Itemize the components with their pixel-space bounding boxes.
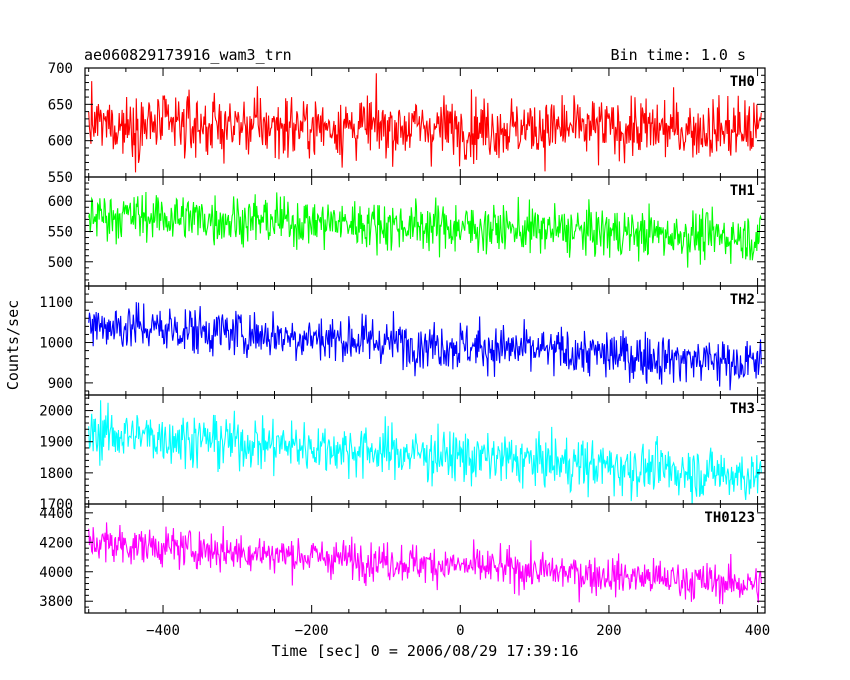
panel-th0123: 3800 4000 4200 4400 TH0123	[39, 503, 766, 614]
panel-label: TH3	[730, 401, 755, 417]
panel-th2: 900 1000 1100 TH2	[39, 285, 766, 396]
panel-th1: 500 550 600 TH1	[48, 176, 766, 287]
panel-label: TH0	[730, 74, 755, 90]
x-tick-label: 400	[745, 623, 770, 639]
panel-frame	[84, 503, 766, 614]
series-th3-line	[88, 400, 762, 504]
x-tick-label: 200	[596, 623, 621, 639]
y-tick-label: 500	[48, 255, 73, 271]
y-tick-label: 3800	[39, 594, 73, 610]
y-tick-label: 2000	[39, 404, 73, 420]
y-tick-label: 1100	[39, 295, 73, 311]
y-tick-label: 550	[48, 225, 73, 241]
panel-th3: 1700 1800 1900 2000 TH3	[39, 394, 766, 513]
y-tick-label: 700	[48, 61, 73, 77]
bin-time-label: Bin time: 1.0 s	[611, 46, 746, 64]
y-tick-label: 1900	[39, 435, 73, 451]
y-axis-label: Counts/sec	[4, 300, 22, 390]
y-tick-label: 4200	[39, 535, 73, 551]
y-tick-label: 4000	[39, 565, 73, 581]
x-axis-label: Time [sec] 0 = 2006/08/29 17:39:16	[271, 642, 578, 660]
y-tick-label: 550	[48, 170, 73, 186]
panel-label: TH0123	[704, 510, 755, 526]
panel-th0: 550 600 650 700 TH0	[48, 61, 766, 186]
y-tick-label: 900	[48, 376, 73, 392]
series-th0-line	[88, 73, 762, 173]
x-tick-label: 0	[456, 623, 464, 639]
series-th0123-line	[88, 522, 762, 605]
x-tick-label: −200	[295, 623, 329, 639]
x-tick-label: −400	[146, 623, 180, 639]
panel-label: TH1	[730, 183, 755, 199]
series-th1-line	[88, 192, 762, 268]
y-tick-label: 600	[48, 134, 73, 150]
y-tick-label: 650	[48, 97, 73, 113]
chart-title: ae060829173916_wam3_trn	[84, 46, 292, 64]
y-tick-label: 1000	[39, 336, 73, 352]
y-tick-label: 1700	[39, 497, 73, 513]
y-tick-label: 600	[48, 194, 73, 210]
panels-group: 550 600 650 700 TH0 500 550 600 TH1 900 1000 1100 TH…	[39, 61, 770, 639]
y-tick-label: 1800	[39, 466, 73, 482]
y-tick-label: 4400	[39, 506, 73, 522]
series-th2-line	[88, 302, 762, 391]
panel-label: TH2	[730, 292, 755, 308]
